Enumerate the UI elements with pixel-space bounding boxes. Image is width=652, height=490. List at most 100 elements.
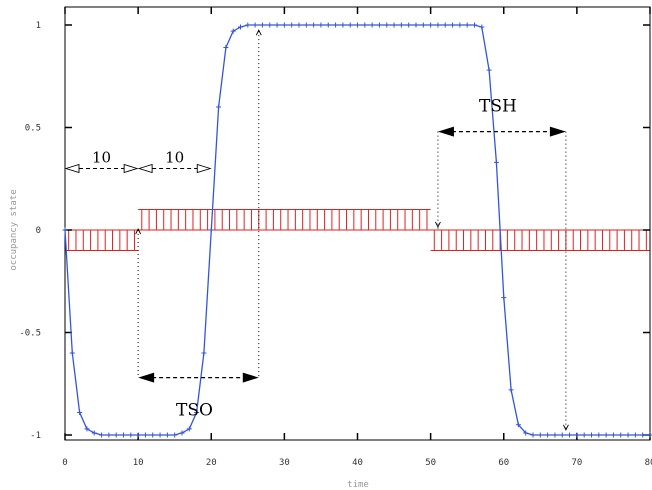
data-point (515, 422, 521, 428)
data-point (376, 22, 382, 28)
data-point (106, 432, 112, 438)
data-point (574, 432, 580, 438)
data-point (113, 432, 119, 438)
arrowhead-left (138, 372, 155, 383)
data-point (142, 432, 148, 438)
data-point (150, 432, 156, 438)
data-point (208, 227, 214, 233)
x-tick-label: 80 (645, 458, 652, 468)
annotation-label: TSH (479, 97, 517, 117)
data-point (464, 22, 470, 28)
data-point (340, 22, 346, 28)
data-point (472, 22, 477, 28)
x-tick-label: 40 (352, 458, 363, 468)
data-point (486, 67, 492, 73)
data-point (384, 22, 390, 28)
data-point (186, 426, 192, 432)
x-tick-label: 50 (425, 458, 436, 468)
data-point (618, 432, 624, 438)
data-point (530, 432, 536, 438)
annotation-tsh: TSH (437, 97, 566, 137)
pulse-bars (65, 209, 650, 251)
arrowhead-left (137, 163, 153, 174)
data-point (201, 350, 207, 356)
event-marker-0 (135, 227, 142, 235)
x-axis-label: time (347, 480, 369, 490)
data-point (523, 430, 529, 436)
annotation-10: 10 (64, 149, 139, 174)
data-point (216, 104, 222, 110)
data-point (99, 432, 105, 438)
data-point (252, 22, 258, 28)
data-point (545, 432, 551, 438)
data-point (281, 22, 287, 28)
data-point (435, 22, 441, 28)
data-point (223, 45, 229, 51)
annotation-tso: TSO (138, 372, 259, 421)
data-point (567, 432, 573, 438)
x-tick-label: 0 (62, 458, 67, 468)
annotation-label: 10 (165, 149, 184, 167)
data-point (245, 22, 251, 28)
arrowhead-left (437, 126, 454, 137)
event-markers (135, 29, 569, 431)
annotation-label: 10 (92, 149, 111, 167)
curve-markers (62, 22, 652, 438)
y-tick-label: 0 (36, 226, 41, 236)
data-point (311, 22, 317, 28)
data-point (77, 409, 83, 415)
data-point (84, 426, 90, 432)
data-point (172, 432, 178, 438)
data-point (362, 22, 368, 28)
data-point (647, 432, 652, 438)
data-point (333, 22, 339, 28)
data-point (274, 22, 280, 28)
data-point (303, 22, 309, 28)
data-point (230, 28, 236, 34)
data-point (559, 432, 565, 438)
data-point (413, 22, 419, 28)
data-point (391, 22, 397, 28)
data-point (589, 432, 594, 438)
x-tick-label: 60 (498, 458, 509, 468)
data-point (69, 350, 75, 356)
data-point (128, 432, 134, 438)
data-point (625, 432, 631, 438)
data-point (164, 432, 170, 438)
y-axis-label: occupancy state (9, 189, 19, 270)
arrowhead-right (549, 126, 566, 137)
data-point (259, 22, 265, 28)
arrowhead-left (64, 163, 80, 174)
data-point (194, 409, 200, 415)
data-point (347, 22, 353, 28)
data-point (501, 295, 507, 301)
arrowhead-right (123, 163, 139, 174)
arrowhead-right (196, 163, 212, 174)
event-marker-2 (435, 221, 441, 228)
data-point (325, 22, 331, 28)
annotations: 10 10 TSO TSH (64, 97, 566, 421)
data-point (62, 227, 68, 233)
data-point (640, 432, 646, 438)
data-point (296, 22, 302, 28)
x-tick-label: 70 (571, 458, 582, 468)
data-point (406, 22, 412, 28)
data-point (479, 24, 485, 30)
event-marker-3 (563, 424, 569, 431)
data-point (596, 432, 602, 438)
axis-ticks: 0 10 20 30 40 50 60 70 80 -1 -0.5 0 0.5 1 (19, 7, 652, 468)
data-point (442, 22, 448, 28)
data-point (508, 387, 514, 393)
y-tick-label: -1 (30, 431, 41, 441)
annotation-label: TSO (176, 401, 213, 421)
arrowhead-right (242, 372, 259, 383)
data-point (267, 22, 273, 28)
data-point (121, 432, 126, 438)
data-point (450, 22, 456, 28)
data-point (428, 22, 434, 28)
y-tick-label: 1 (36, 21, 41, 31)
data-point (603, 432, 609, 438)
data-point (552, 432, 558, 438)
y-tick-label: 0.5 (25, 124, 41, 134)
